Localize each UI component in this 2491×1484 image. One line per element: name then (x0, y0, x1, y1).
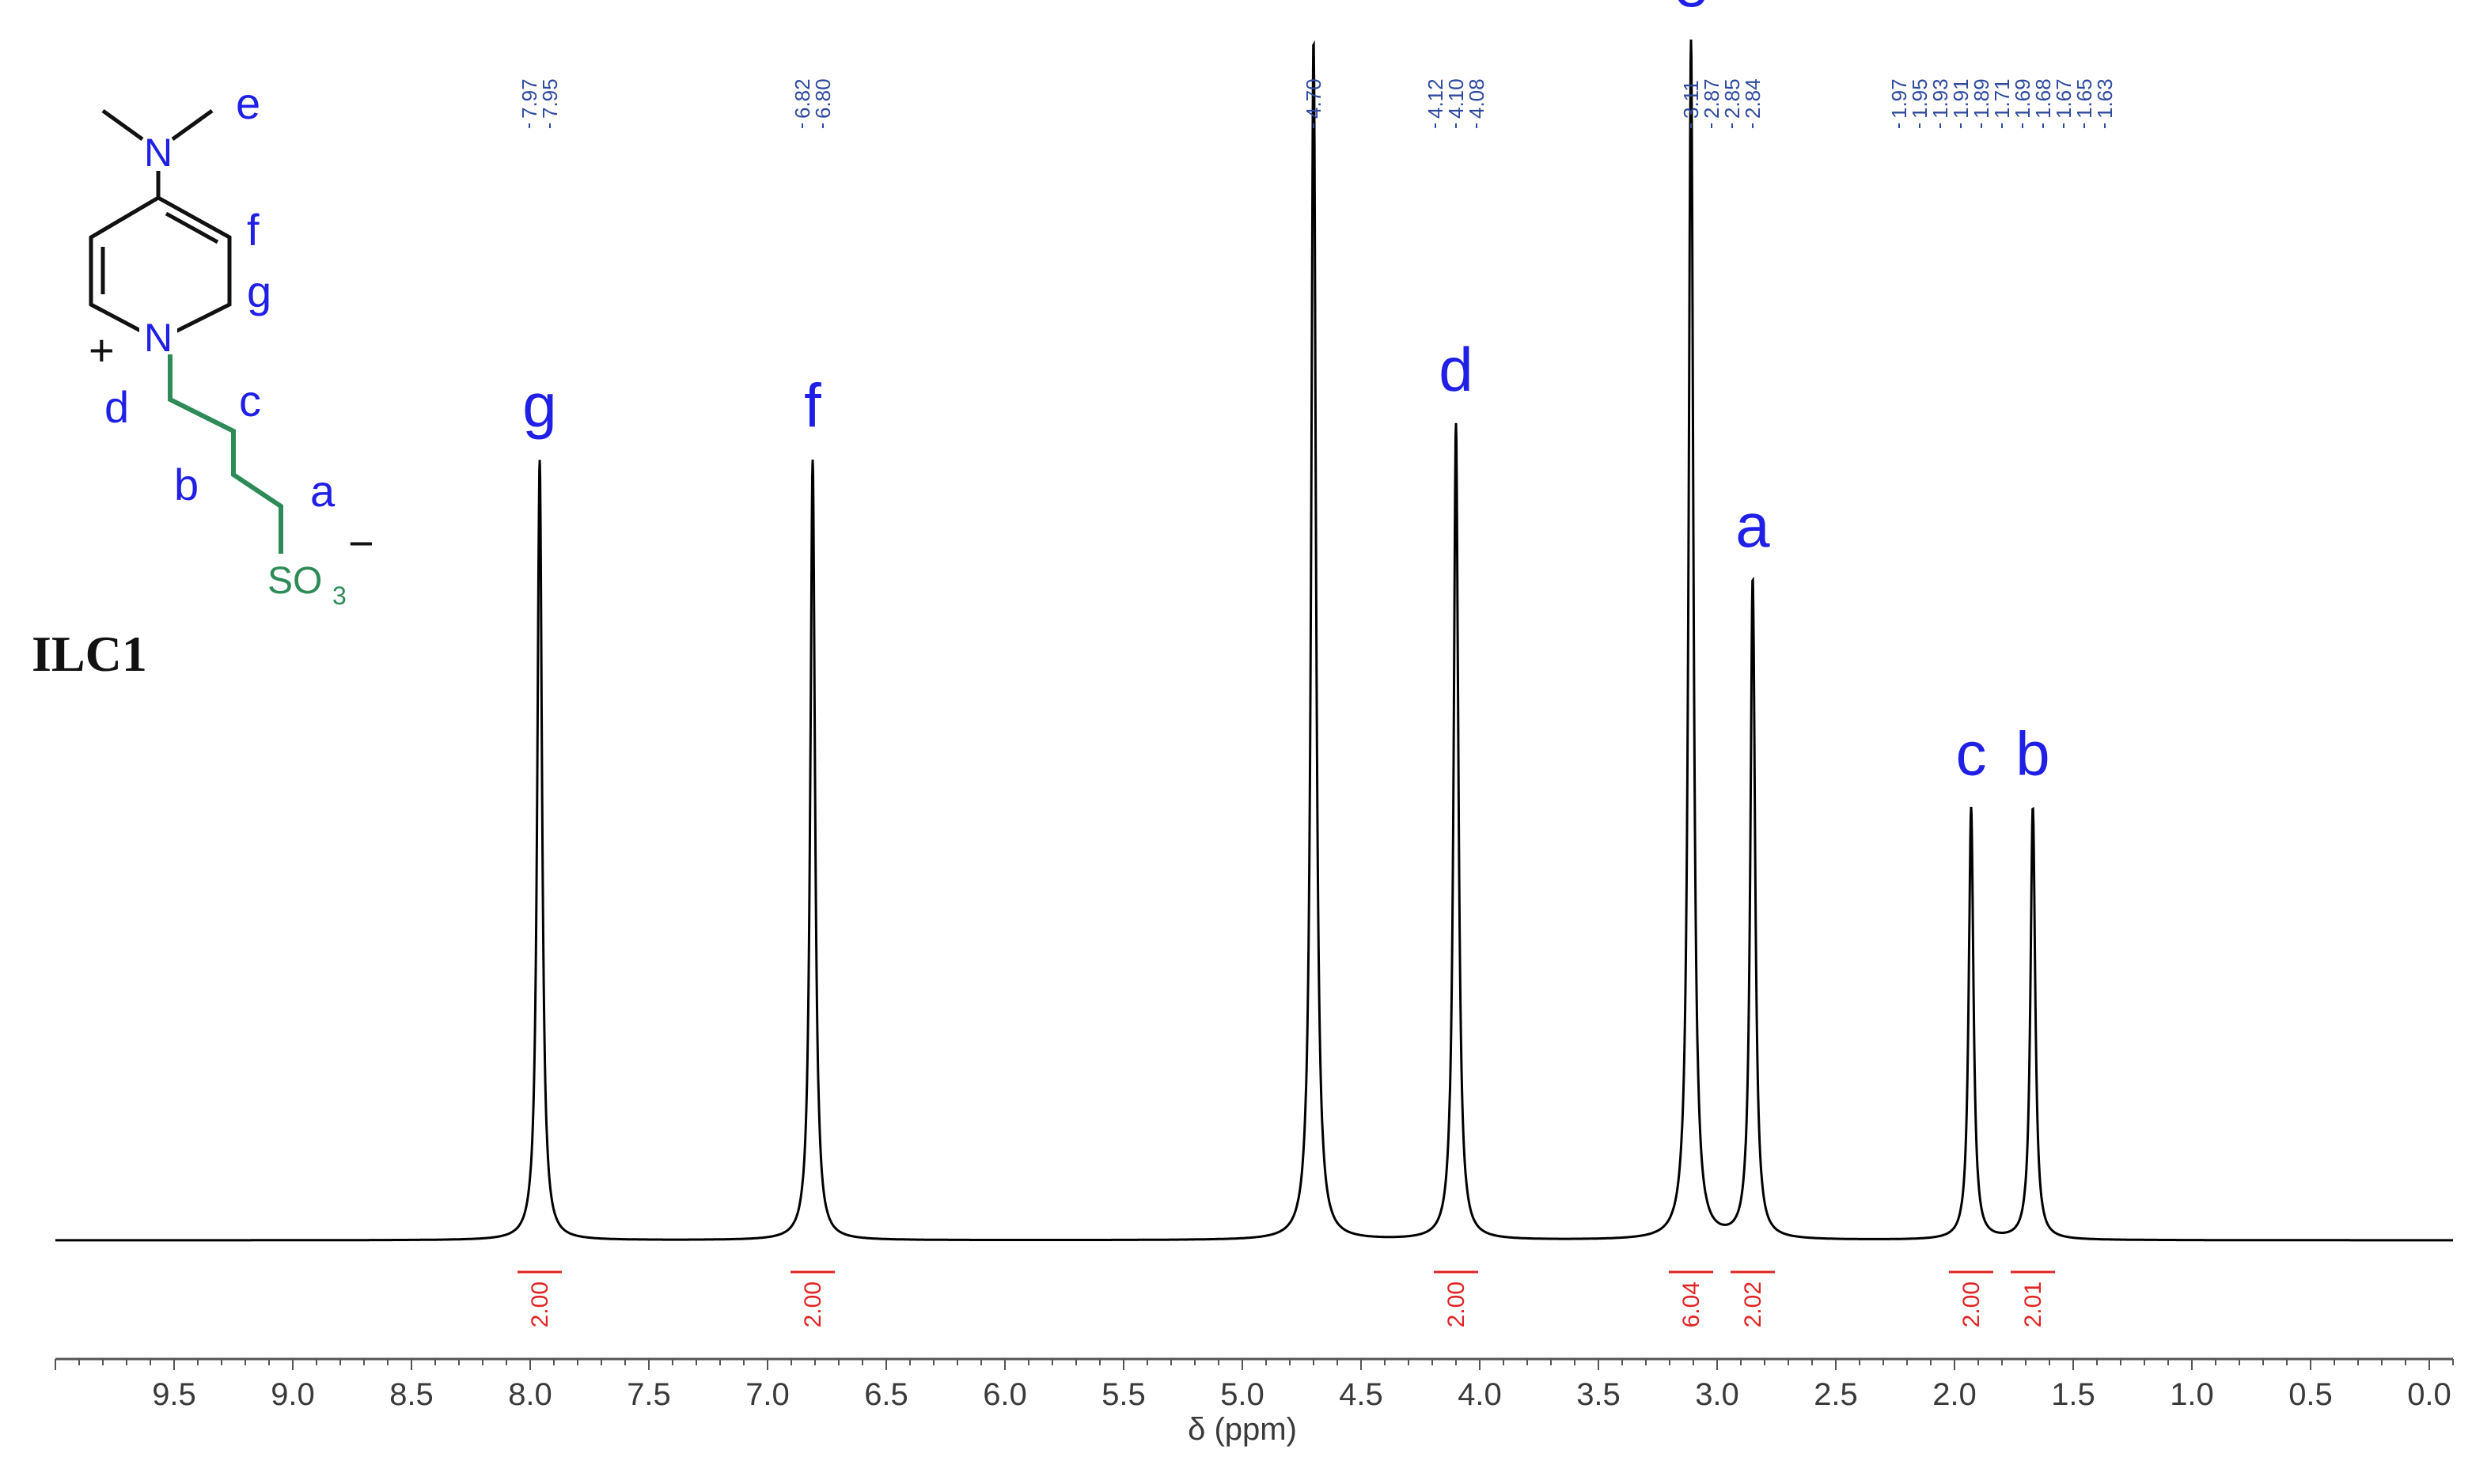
compound-name: ILC1 (32, 626, 147, 682)
integral-value: 2.00 (527, 1281, 553, 1327)
charge-minus: − (348, 518, 374, 568)
shift-label: 7.97 (518, 78, 541, 119)
shift-label: 6.82 (791, 78, 814, 119)
shift-label: 2.87 (1700, 78, 1723, 119)
proton-label-a: a (310, 466, 336, 516)
shift-label: 1.68 (2031, 78, 2055, 119)
x-tick-label: 4.5 (1339, 1377, 1383, 1412)
x-tick-label: 4.0 (1458, 1377, 1502, 1412)
x-tick-label: 6.0 (983, 1377, 1027, 1412)
shift-label: 4.12 (1424, 78, 1447, 119)
x-tick-label: 7.5 (627, 1377, 671, 1412)
integral-value: 6.04 (1678, 1281, 1704, 1327)
shift-label: 7.95 (538, 78, 562, 119)
shift-label: 4.70 (1302, 78, 1325, 119)
shift-label: 1.69 (2011, 78, 2034, 119)
x-tick-label: 8.0 (508, 1377, 552, 1412)
proton-label-d: d (104, 382, 129, 432)
peak-label-a: a (1735, 490, 1770, 560)
x-tick-label: 6.5 (864, 1377, 908, 1412)
shift-label: 1.65 (2072, 78, 2096, 119)
peak-label-b: b (2015, 719, 2049, 789)
x-tick-label: 7.0 (745, 1377, 790, 1412)
x-tick-label: 9.5 (152, 1377, 196, 1412)
shift-label: 3.11 (1679, 80, 1703, 119)
x-tick-label: 1.0 (2170, 1377, 2214, 1412)
x-tick-label: 5.0 (1220, 1377, 1264, 1412)
shift-label: 1.91 (1949, 78, 1973, 119)
x-tick-label: 9.0 (271, 1377, 315, 1412)
shift-label: 1.95 (1908, 78, 1932, 119)
peak-label-f: f (804, 370, 821, 440)
shift-label: 1.63 (2093, 78, 2117, 119)
proton-label-e: e (236, 78, 260, 128)
x-tick-label: 2.5 (1814, 1377, 1858, 1412)
integral-value: 2.00 (1443, 1281, 1469, 1327)
plot-area: 9.5 9.0 8.5 8.0 7.5 7.0 6.5 6.0 5.5 5.0 4.5 4.0 3.5 3… (55, 0, 2454, 1447)
sulfonate-group: SO (267, 560, 322, 602)
shift-label: 1.71 (1990, 78, 2014, 119)
proton-label-b: b (174, 460, 199, 509)
integral-value: 2.00 (800, 1281, 826, 1327)
shift-label: 4.10 (1444, 78, 1468, 119)
shift-label: 1.97 (1887, 78, 1911, 119)
x-tick-label: 3.5 (1576, 1377, 1621, 1412)
proton-label-c: c (239, 376, 261, 426)
integral-value: 2.01 (2020, 1281, 2046, 1327)
shift-label: 1.89 (1970, 78, 1993, 119)
chemical-structure: N e N + f g d c b a SO 3 − (89, 78, 374, 610)
proton-label-f: f (247, 205, 260, 255)
shift-label: 2.84 (1741, 78, 1765, 119)
spectrum-line (55, 39, 2453, 1242)
atom-n-ring: N (144, 316, 173, 360)
atom-n-dimethyl: N (144, 131, 173, 175)
peak-label-e: e (1674, 0, 1708, 20)
x-tick-label: 5.5 (1101, 1377, 1146, 1412)
x-tick-label: 0.0 (2407, 1377, 2451, 1412)
peak-label-d: d (1439, 335, 1473, 404)
x-tick-label: 0.5 (2288, 1377, 2333, 1412)
x-tick-label: 2.0 (1932, 1377, 1977, 1412)
sulfonate-subscript: 3 (332, 581, 347, 610)
x-tick-label: 8.5 (389, 1377, 434, 1412)
shift-label: 4.08 (1465, 78, 1488, 119)
shift-label: 1.67 (2052, 78, 2076, 119)
peak-label-c: c (1956, 719, 1987, 789)
shift-label: 2.85 (1720, 78, 1744, 119)
x-tick-label: 1.5 (2051, 1377, 2095, 1412)
integral-value: 2.00 (1958, 1281, 1985, 1327)
shift-label: 6.80 (811, 78, 835, 119)
charge-plus: + (89, 325, 115, 375)
x-axis-label: δ (ppm) (1188, 1412, 1297, 1447)
proton-label-g: g (247, 267, 271, 316)
integral-value: 2.02 (1740, 1281, 1766, 1327)
shift-label: 1.93 (1928, 78, 1952, 119)
peak-label-g: g (522, 370, 556, 440)
x-tick-label: 3.0 (1695, 1377, 1739, 1412)
